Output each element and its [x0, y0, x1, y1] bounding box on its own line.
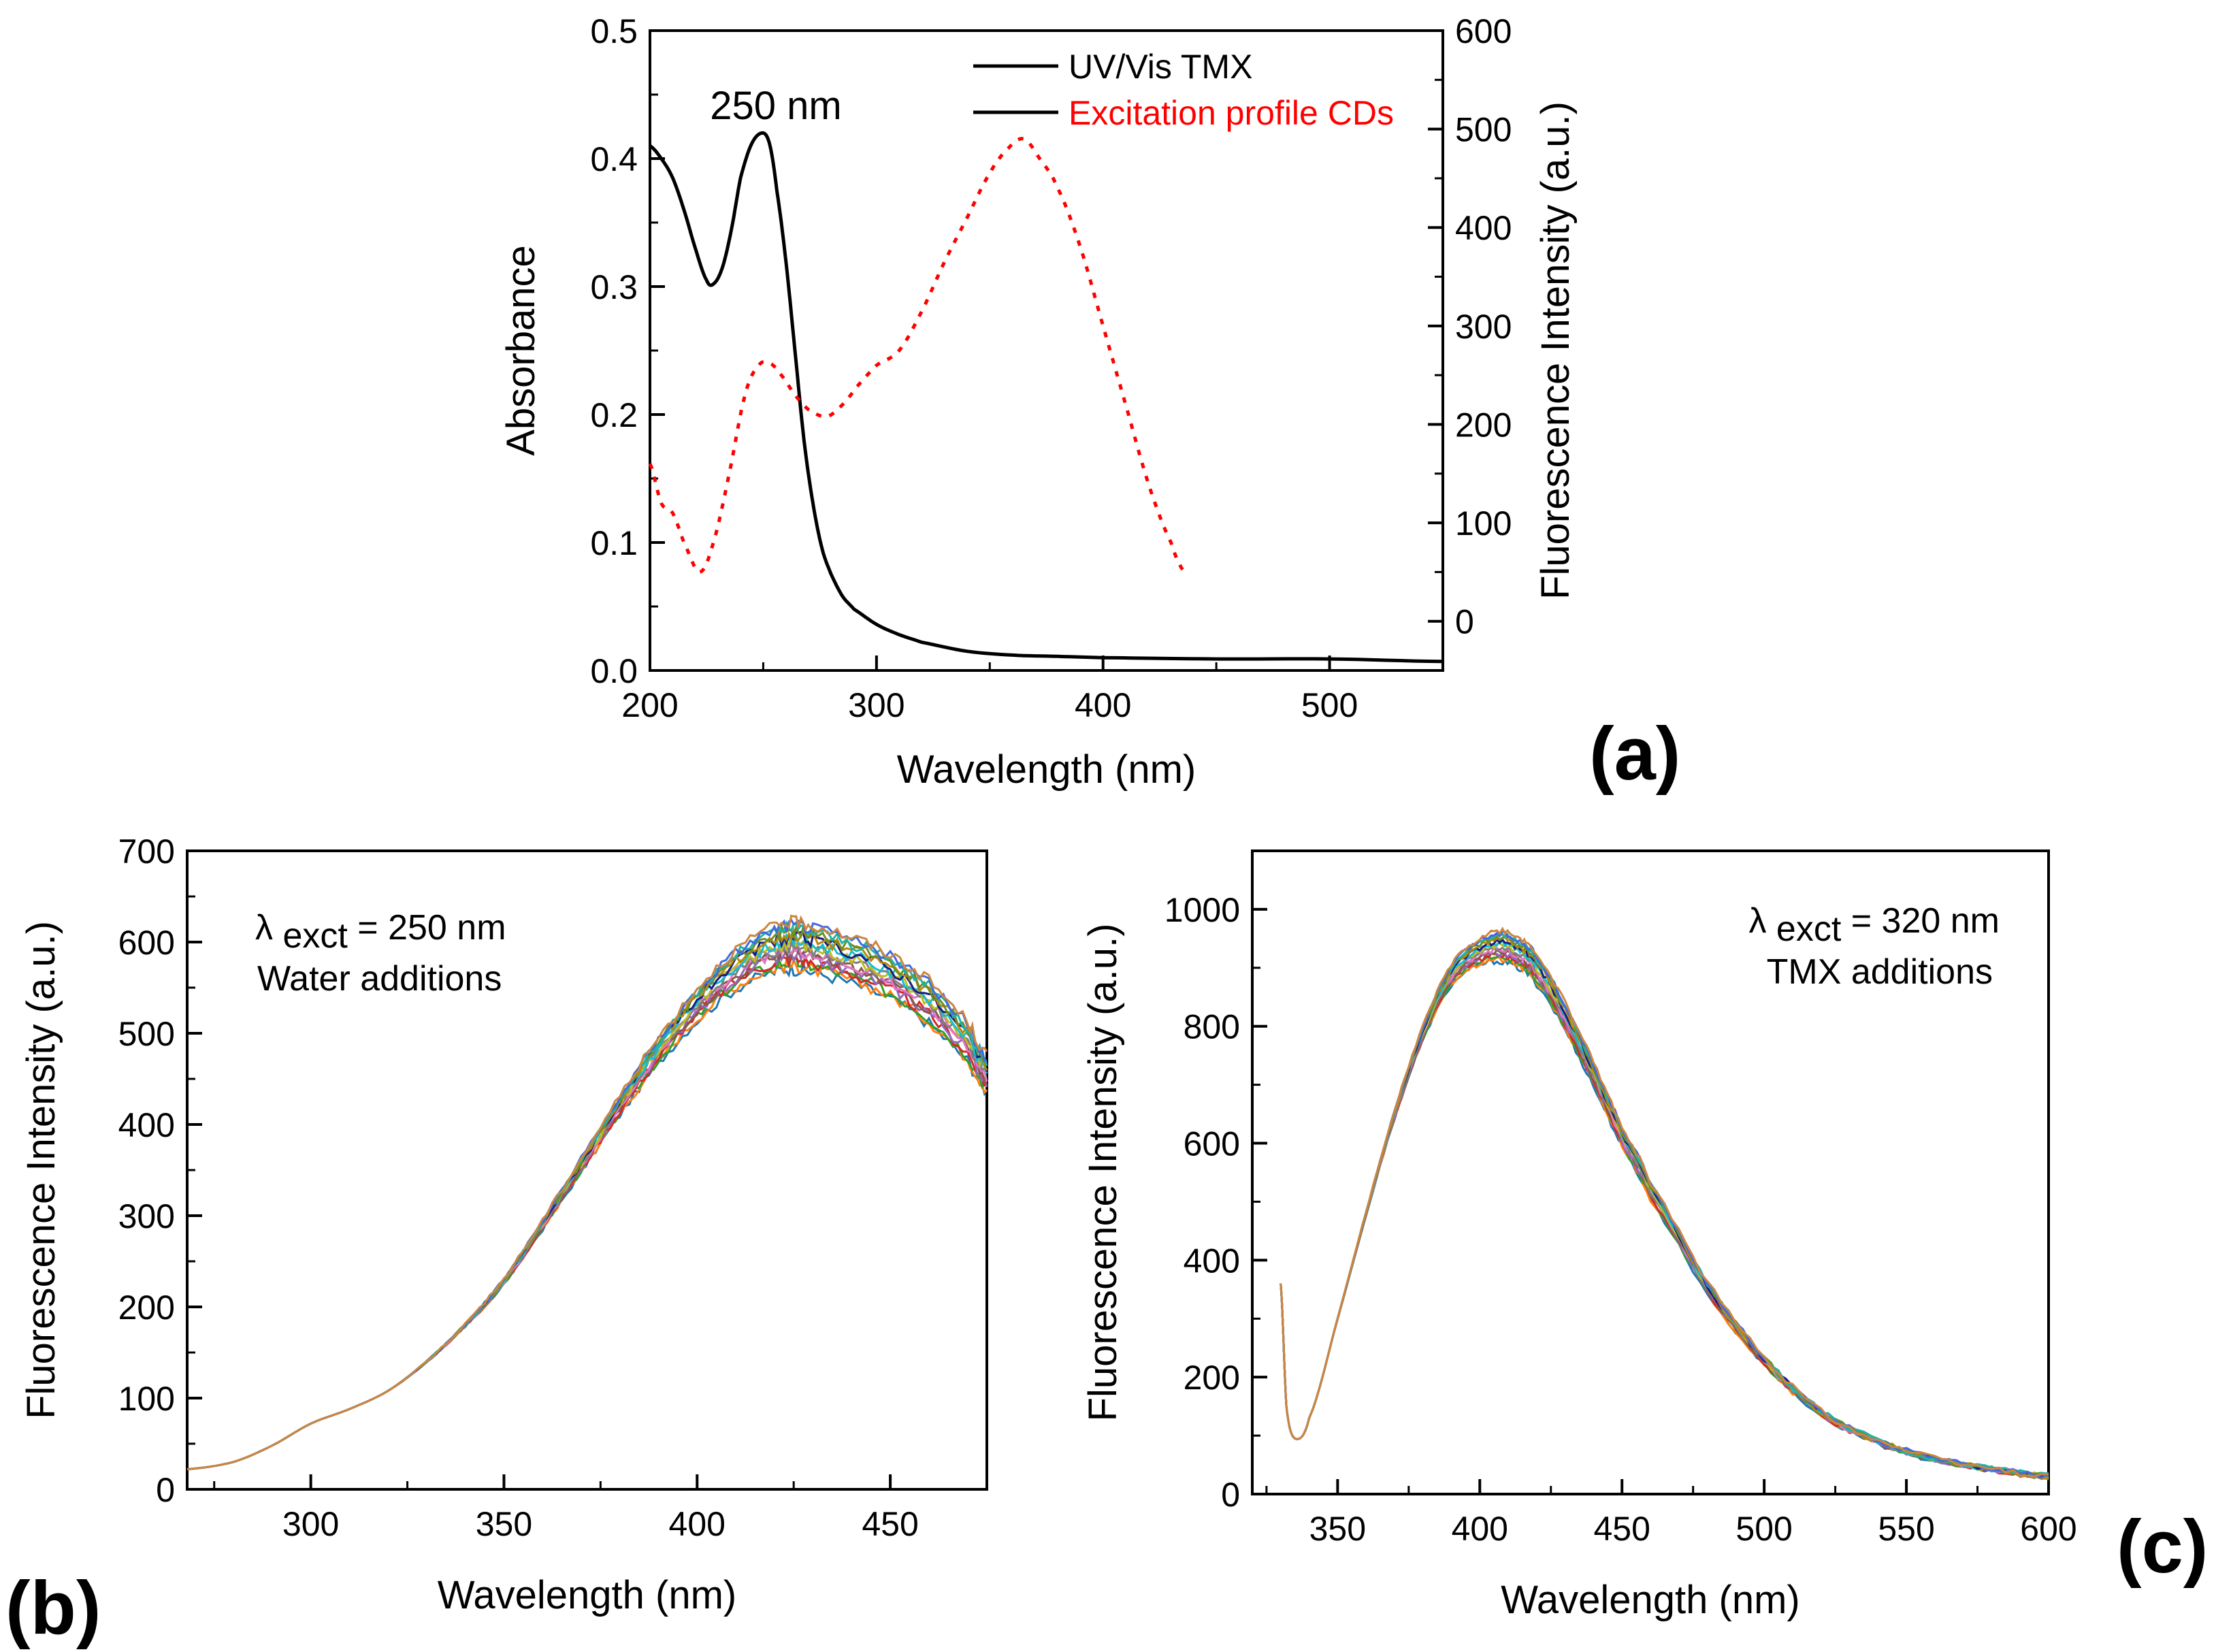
x-tick-label: 500	[1301, 686, 1358, 724]
spectrum-line	[186, 920, 988, 1470]
y-tick-label: 600	[1184, 1125, 1240, 1163]
panel-label-a: (a)	[1589, 712, 1680, 796]
spectrum-line	[186, 946, 988, 1470]
spectrum-line	[186, 922, 988, 1470]
spectrum-line	[186, 926, 988, 1470]
panel-a-chart: 200 300 400 500 0.0 0.1 0.2 0.3 0.4 0.5 0 100 200 300…	[499, 12, 1680, 796]
series-excitation-cds-line	[648, 137, 1186, 574]
y-tick-label: 400	[118, 1106, 175, 1144]
x-tick-label: 400	[1075, 686, 1131, 724]
x-tick-label: 350	[476, 1505, 532, 1543]
y-tick-label: 700	[118, 832, 175, 871]
x-axis-title: Wavelength (nm)	[897, 747, 1196, 792]
x-tick-label: 450	[1593, 1510, 1650, 1548]
additions-annotation: Water additions	[257, 959, 502, 999]
peak-annotation: 250 nm	[710, 84, 841, 128]
y-tick-label: 500	[118, 1015, 175, 1053]
plot-frame	[1251, 849, 2050, 1495]
spectrum-line	[186, 938, 988, 1470]
y-right-tick-label: 500	[1455, 111, 1512, 149]
x-tick-label: 300	[848, 686, 905, 724]
spectrum-line	[186, 948, 988, 1470]
y-axis-title: Fluorescence Intensity (a.u.)	[1081, 924, 1125, 1422]
spectrum-line	[186, 956, 988, 1470]
spectrum-line	[186, 918, 988, 1470]
y-left-tick-label: 0.5	[590, 12, 638, 50]
y-tick-label: 0	[156, 1471, 175, 1509]
spectrum-line	[186, 943, 988, 1470]
y-tick-label: 1000	[1164, 891, 1240, 929]
y-left-tick-label: 0.3	[590, 268, 638, 306]
panel-label: (b)	[5, 1566, 101, 1650]
additions-annotation: TMX additions	[1767, 952, 1993, 992]
spectrum-line	[1280, 926, 2049, 1478]
excitation-annotation: λ exct = 250 nm	[255, 908, 506, 956]
y-right-tick-label: 400	[1455, 209, 1512, 247]
y-tick-label: 200	[1184, 1359, 1240, 1397]
spectrum-line	[186, 932, 988, 1470]
spectrum-line	[186, 937, 988, 1470]
series-uvvis-tmx-line	[649, 131, 1444, 664]
y-left-tick-label: 0.4	[590, 140, 638, 178]
panel-c-chart: 350 400 450 500 550 600 0 200 400 600 800 1000 Wavel…	[1081, 849, 2208, 1622]
y-axis-title: Fluorescence Intensity (a.u.)	[19, 921, 63, 1419]
y-right-tick-label: 200	[1455, 406, 1512, 444]
y-right-axis-title: Fluorescence Intensity (a.u.)	[1533, 101, 1578, 600]
x-tick-label: 450	[862, 1505, 918, 1543]
y-tick-label: 800	[1184, 1008, 1240, 1046]
y-right-tick-label: 0	[1455, 603, 1474, 641]
spectrum-line	[186, 930, 988, 1470]
y-tick-label: 100	[118, 1380, 175, 1418]
panel-label: (c)	[2117, 1505, 2208, 1589]
y-left-tick-label: 0.1	[590, 524, 638, 562]
spectrum-line	[186, 956, 988, 1470]
x-axis-title: Wavelength (nm)	[1501, 1578, 1799, 1622]
x-tick-label: 350	[1309, 1510, 1366, 1548]
spectrum-line	[186, 914, 988, 1470]
x-tick-label: 500	[1736, 1510, 1792, 1548]
y-left-axis-title: Absorbance	[499, 245, 543, 456]
y-tick-label: 300	[118, 1197, 175, 1235]
x-axis-title: Wavelength (nm)	[438, 1573, 736, 1617]
spectrum-line	[186, 960, 988, 1470]
x-tick-label: 400	[669, 1505, 726, 1543]
panel-b-chart: 300 350 400 450 0 100 200 300 400 500 600 700 Wavele…	[5, 832, 988, 1650]
y-right-tick-label: 100	[1455, 504, 1512, 542]
legend-label: UV/Vis TMX	[1069, 48, 1252, 86]
spectrum-line	[186, 953, 988, 1470]
y-right-tick-label: 600	[1455, 12, 1512, 50]
y-tick-label: 600	[118, 924, 175, 962]
legend-label: Excitation profile CDs	[1069, 94, 1394, 132]
y-tick-label: 400	[1184, 1242, 1240, 1280]
y-tick-label: 200	[118, 1289, 175, 1327]
x-tick-label: 200	[621, 686, 678, 724]
x-tick-label: 600	[2020, 1510, 2076, 1548]
y-left-tick-label: 0.2	[590, 396, 638, 434]
x-tick-label: 300	[282, 1505, 339, 1543]
x-tick-label: 550	[1878, 1510, 1934, 1548]
excitation-annotation: λ exct = 320 nm	[1748, 901, 2000, 949]
y-right-tick-label: 300	[1455, 308, 1512, 346]
y-left-tick-label: 0.0	[590, 652, 638, 690]
y-tick-label: 0	[1221, 1476, 1240, 1514]
x-tick-label: 400	[1452, 1510, 1508, 1548]
